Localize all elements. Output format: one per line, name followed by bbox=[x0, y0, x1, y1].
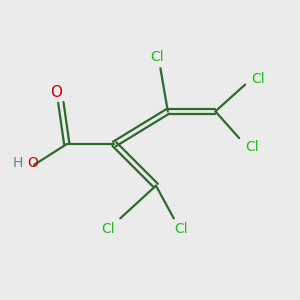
Text: Cl: Cl bbox=[174, 222, 188, 236]
Text: Cl: Cl bbox=[252, 72, 265, 86]
Text: H: H bbox=[13, 156, 23, 170]
Text: O: O bbox=[27, 156, 38, 170]
Text: Cl: Cl bbox=[151, 50, 164, 64]
Text: Cl: Cl bbox=[246, 140, 260, 154]
Text: Cl: Cl bbox=[102, 222, 115, 236]
Text: O: O bbox=[50, 85, 62, 100]
